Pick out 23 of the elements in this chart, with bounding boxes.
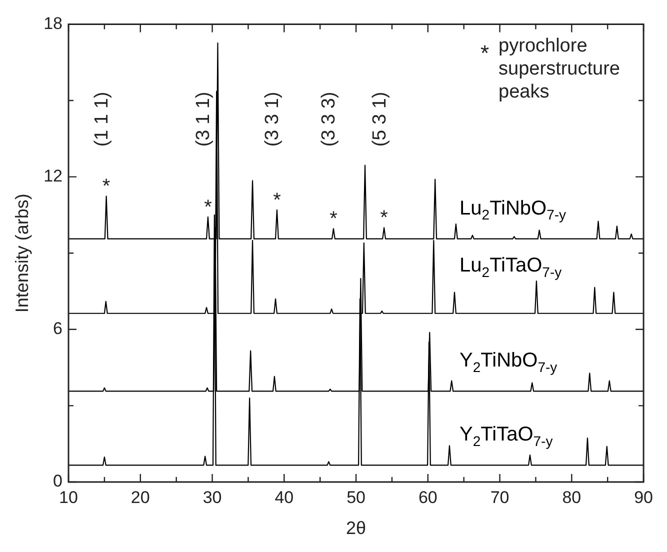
annotation: * <box>102 176 110 198</box>
annotation: (3 3 1) <box>262 92 284 147</box>
y-axis-title: Intensity (arbs) <box>12 194 32 313</box>
annotation: (5 3 1) <box>369 92 390 147</box>
annotation: * <box>330 208 338 230</box>
annotation: * <box>380 207 388 230</box>
x-axis-title: 2θ <box>346 518 366 538</box>
x-tick-label: 90 <box>634 488 654 507</box>
x-tick-label: 40 <box>274 488 294 507</box>
annotation: (3 3 3) <box>318 92 340 147</box>
annotation: * <box>273 189 282 212</box>
annotation: (1 1 1) <box>92 92 113 147</box>
x-tick-label: 20 <box>130 488 150 507</box>
annotation: * <box>204 196 212 218</box>
y-tick-label: 6 <box>53 319 63 338</box>
x-tick-label: 70 <box>490 488 510 507</box>
x-tick-label: 50 <box>346 488 366 507</box>
annotation: (3 1 1) <box>193 92 214 147</box>
x-tick-label: 80 <box>562 488 582 507</box>
x-tick-label: 30 <box>202 488 222 507</box>
y-tick-label: 12 <box>44 166 63 186</box>
y-tick-label: 18 <box>44 14 63 33</box>
x-tick-label: 60 <box>418 488 438 507</box>
